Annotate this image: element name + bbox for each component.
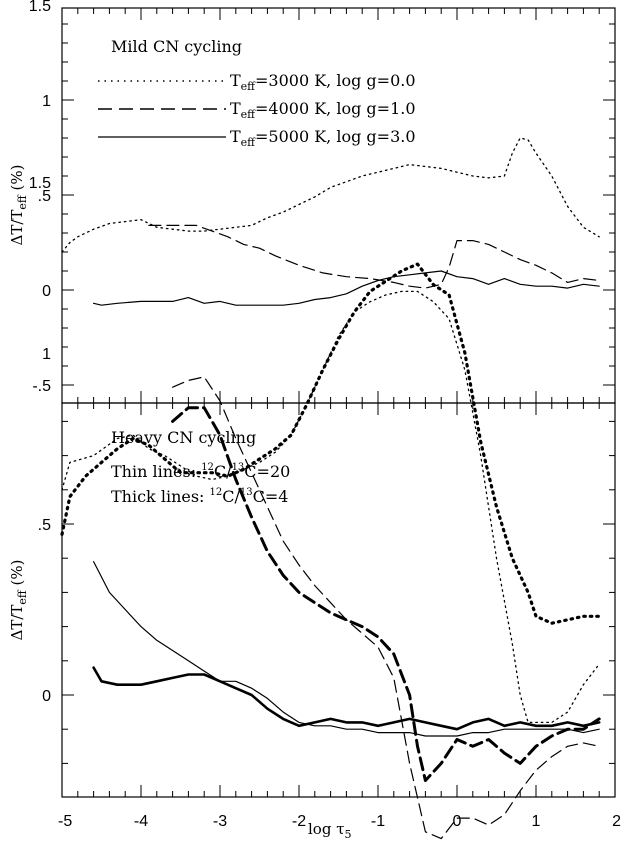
top-panel-y-tick-labels: -.5 0 .5 1 1.5 [29, 0, 51, 395]
x-tick-label: 2 [612, 813, 621, 830]
bottom-panel-frame [61, 402, 616, 798]
x-tick-labels: -5 -4 -3 -2 -1 0 1 2 [58, 813, 621, 830]
x-tick-label: -4 [134, 813, 148, 830]
y-axis-label-top: ΔT/Teff (%) [8, 165, 29, 246]
x-tick-label: 0 [453, 813, 462, 830]
y-tick-label: .5 [38, 517, 51, 534]
y-tick-label: -.5 [32, 378, 51, 395]
series-line-solid-thick [92, 666, 601, 731]
legend-label-3000: Teff=3000 K, log g=0.0 [230, 71, 416, 93]
x-tick-label: -2 [292, 813, 306, 830]
series-line-dashed-thin [172, 376, 600, 840]
x-tick-label: -1 [371, 813, 385, 830]
series-line-dashed-thick [171, 406, 601, 782]
bottom-panel-y-tick-labels: -.5 0 .5 1 1.5 [29, 175, 51, 705]
series-line-dotted-thick [60, 262, 601, 625]
x-axis-label: log τ5 [308, 820, 352, 841]
series-line-solid-thin [92, 270, 600, 306]
legend-label-4000: Teff=4000 K, log g=1.0 [230, 99, 416, 121]
top-panel-title: Mild CN cycling [111, 37, 242, 56]
x-tick-label: 1 [532, 813, 541, 830]
thick-lines-note: Thick lines: 12C/13C=4 [111, 487, 288, 506]
bottom-panel-title: Heavy CN cycling [111, 428, 256, 447]
top-panel-ticks [61, 8, 616, 403]
bottom-panel-ticks [61, 403, 616, 797]
y-tick-label: 1.5 [29, 175, 51, 192]
series-line-dashed-thin [148, 224, 600, 289]
y-tick-label: 1.5 [29, 0, 51, 15]
x-tick-label: -3 [213, 813, 227, 830]
x-tick-label: -5 [58, 813, 72, 830]
y-tick-label: 1 [42, 93, 51, 110]
y-tick-label: 0 [42, 688, 51, 705]
legend: Teff=3000 K, log g=0.0 Teff=4000 K, log … [98, 71, 416, 149]
bottom-panel-series [60, 262, 601, 840]
top-panel-frame [61, 7, 616, 404]
y-tick-label: 0 [42, 283, 51, 300]
top-panel-series [61, 137, 600, 306]
y-axis-label-bottom: ΔT/Teff (%) [8, 560, 29, 641]
thin-lines-note: Thin lines: 12C/13C=20 [111, 462, 290, 481]
series-line-dotted-thin [61, 137, 600, 253]
y-tick-label: .5 [38, 188, 51, 205]
series-line-solid-thin [92, 560, 600, 737]
y-tick-label: 1 [42, 346, 51, 363]
legend-label-5000: Teff=5000 K, log g=3.0 [230, 127, 416, 149]
